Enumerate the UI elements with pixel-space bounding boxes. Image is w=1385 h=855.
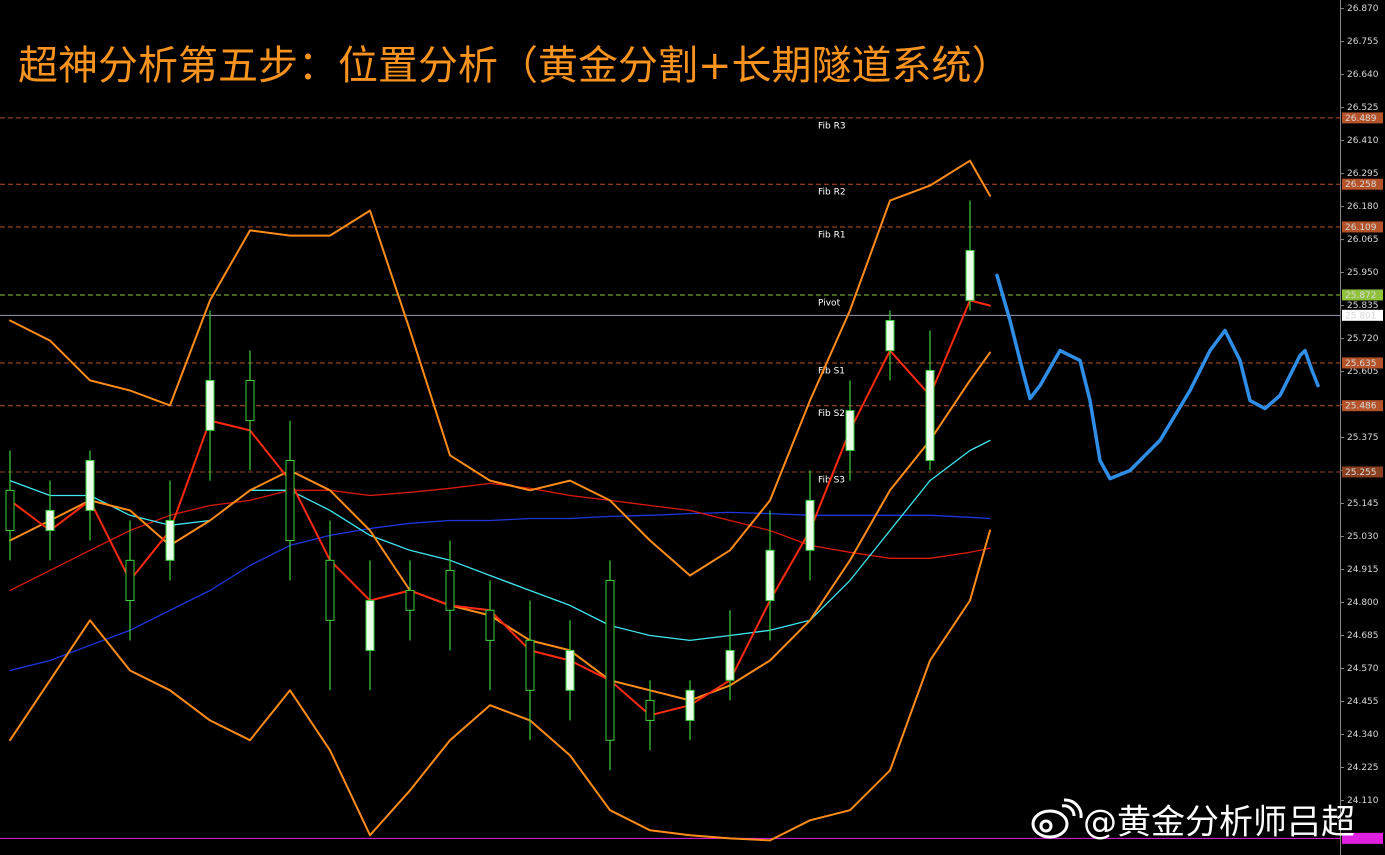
level-label: Fib R3 bbox=[818, 121, 846, 131]
axis: 26.870 26.755 26.640 26.525 26.410 26.295 26.1… bbox=[1340, 4, 1383, 844]
candle-body bbox=[845, 410, 855, 451]
candle-body bbox=[485, 609, 495, 641]
logo-eye bbox=[1039, 819, 1053, 833]
y-tick-label: 26.870 bbox=[1347, 4, 1379, 14]
lines bbox=[9, 159, 1320, 842]
candle-body bbox=[85, 459, 95, 511]
level-label: Fib S2 bbox=[818, 409, 845, 419]
y-tick-label: 24.110 bbox=[1347, 796, 1379, 806]
y-tick-label: 25.375 bbox=[1347, 433, 1379, 443]
candle-body bbox=[885, 319, 895, 352]
level-label: Pivot bbox=[818, 298, 841, 308]
candle-body bbox=[925, 369, 935, 461]
series-line bbox=[9, 511, 991, 672]
series-line bbox=[9, 159, 991, 577]
weibo-logo bbox=[1031, 798, 1083, 839]
candle-body bbox=[805, 499, 815, 551]
y-tick-label: 24.570 bbox=[1347, 664, 1379, 674]
candles bbox=[5, 200, 975, 771]
y-tick-label: 25.605 bbox=[1347, 367, 1379, 377]
candle-body bbox=[205, 379, 215, 431]
candle-body bbox=[445, 569, 455, 611]
candle-body bbox=[405, 589, 415, 611]
level-label: Fib S3 bbox=[818, 475, 845, 485]
series-line bbox=[9, 351, 991, 702]
series-line bbox=[9, 529, 991, 842]
level-price-box bbox=[1342, 357, 1383, 369]
watermark: @黄金分析师吕超 bbox=[1083, 803, 1355, 843]
candle-body bbox=[645, 699, 655, 721]
candle-body bbox=[245, 379, 255, 422]
level-price-label: 25.872 bbox=[1345, 291, 1377, 301]
y-tick-label: 25.030 bbox=[1347, 532, 1379, 542]
y-tick-label: 25.720 bbox=[1347, 334, 1379, 344]
y-tick-label: 25.950 bbox=[1347, 268, 1379, 278]
y-tick-label: 25.835 bbox=[1347, 301, 1379, 311]
y-tick-label: 26.410 bbox=[1347, 136, 1379, 146]
candle-body bbox=[365, 600, 375, 651]
candle-body bbox=[325, 559, 335, 621]
level-price-label: 25.255 bbox=[1345, 468, 1377, 478]
levels: Fib R3 Fib R2 Fib R1 Pivot Fib S1 Fib S2 Fib S… bbox=[0, 117, 1340, 839]
level-price-label: 26.489 bbox=[1345, 114, 1377, 124]
logo-waves bbox=[1061, 798, 1083, 819]
y-tick-label: 26.065 bbox=[1347, 235, 1379, 245]
level-label: Fib R1 bbox=[818, 230, 846, 240]
y-tick-label: 24.800 bbox=[1347, 598, 1379, 608]
y-tick-label: 24.685 bbox=[1347, 631, 1379, 641]
level-price-box bbox=[1342, 466, 1383, 478]
y-tick-label: 26.295 bbox=[1347, 169, 1379, 179]
series-line bbox=[9, 299, 991, 717]
level-price-label: 25.486 bbox=[1345, 402, 1377, 412]
level-price-box bbox=[1342, 400, 1383, 412]
y-tick-label: 25.145 bbox=[1347, 499, 1379, 509]
level-price-box bbox=[1342, 289, 1383, 301]
level-price-box bbox=[1342, 112, 1383, 124]
candle-body bbox=[285, 459, 295, 542]
level-price-label: 26.258 bbox=[1345, 180, 1377, 190]
y-tick-label: 26.180 bbox=[1347, 202, 1379, 212]
level-price-box bbox=[1342, 221, 1383, 233]
candle-body bbox=[45, 509, 55, 532]
level-price-box bbox=[1342, 178, 1383, 190]
y-tick-label: 24.340 bbox=[1347, 730, 1379, 740]
candle-body bbox=[685, 689, 695, 721]
y-tick-label: 24.225 bbox=[1347, 763, 1379, 773]
candle-body bbox=[765, 549, 775, 602]
y-tick-label: 24.915 bbox=[1347, 565, 1379, 575]
candle-body bbox=[565, 649, 575, 691]
level-price-box bbox=[1342, 309, 1383, 321]
y-tick-label: 24.455 bbox=[1347, 697, 1379, 707]
candle-body bbox=[965, 249, 975, 301]
y-tick-label: 26.755 bbox=[1347, 37, 1379, 47]
candle-body bbox=[525, 639, 535, 691]
level-label: Fib R2 bbox=[818, 188, 846, 198]
level-price-label: 26.109 bbox=[1345, 223, 1377, 233]
candle-body bbox=[125, 559, 135, 602]
series-line bbox=[995, 273, 1320, 481]
series-line bbox=[9, 439, 991, 642]
level-price-label: 25.801 bbox=[1345, 311, 1377, 321]
candle-body bbox=[5, 489, 15, 532]
y-tick-label: 26.525 bbox=[1347, 103, 1379, 113]
candle-body bbox=[165, 519, 175, 561]
level-price-label: 25.635 bbox=[1345, 359, 1377, 369]
logo-shape bbox=[1031, 809, 1069, 839]
level-price-box bbox=[1342, 832, 1383, 844]
chart-title: 超神分析第五步：位置分析（黄金分割+长期隧道系统） bbox=[18, 43, 1012, 89]
candle-body bbox=[605, 579, 615, 741]
y-tick-label: 26.640 bbox=[1347, 70, 1379, 80]
candle-body bbox=[725, 649, 735, 681]
level-label: Fib S1 bbox=[818, 366, 845, 376]
